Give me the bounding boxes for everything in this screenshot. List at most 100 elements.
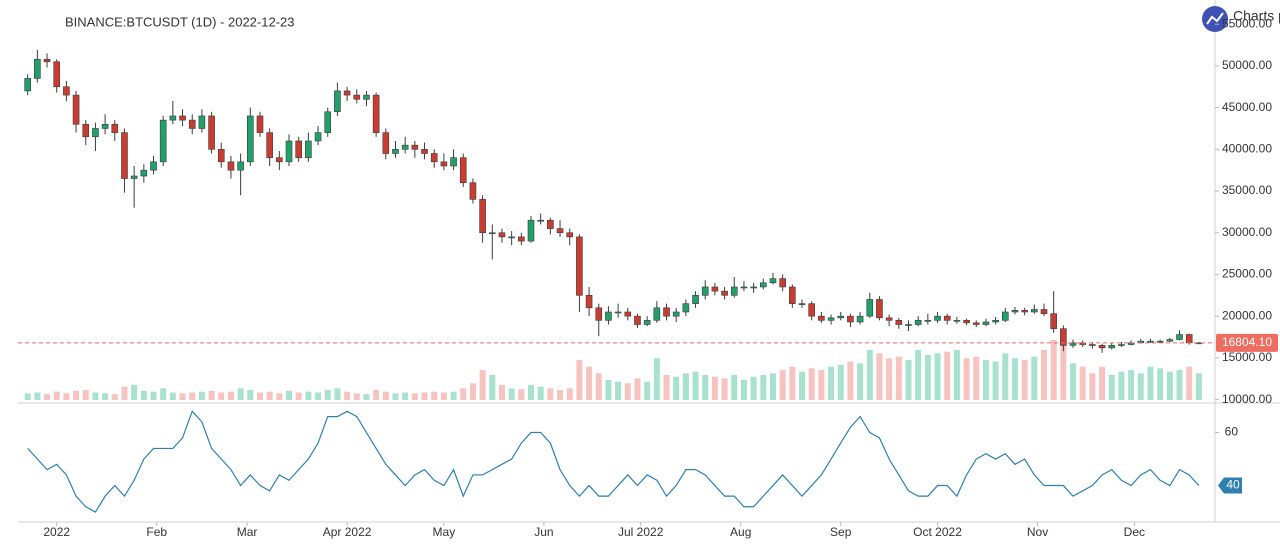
volume-bar — [402, 392, 409, 400]
candle-body — [392, 149, 399, 154]
volume-bar — [1079, 366, 1086, 400]
volume-bar — [934, 353, 941, 400]
candle-body — [701, 286, 709, 296]
watermark: Charts p — [1233, 8, 1280, 24]
candle-body — [885, 317, 893, 321]
candle-body — [92, 128, 99, 138]
candle-body — [217, 149, 225, 163]
candle-body — [266, 132, 273, 158]
candle-body — [634, 315, 641, 325]
volume-bar — [363, 394, 370, 400]
volume-bar — [1137, 373, 1144, 400]
candle-body — [740, 286, 748, 289]
volume-bar — [1157, 368, 1164, 400]
candle-body — [643, 320, 651, 325]
volume-bar — [769, 373, 776, 400]
volume-bar — [237, 388, 244, 400]
candle-body — [314, 132, 322, 142]
candle-body — [101, 123, 109, 129]
candle-body — [566, 232, 574, 238]
volume-bar — [121, 386, 128, 400]
candle-body — [179, 115, 186, 121]
candle-body — [914, 320, 922, 325]
volume-bar — [1060, 345, 1067, 400]
volume-bar — [1070, 363, 1077, 400]
x-tick-label: Aug — [730, 525, 751, 539]
volume-bar — [808, 368, 815, 400]
candle-body — [614, 311, 622, 314]
candle-body — [401, 144, 409, 150]
candle-body — [527, 219, 535, 242]
y-tick-label: 50000.00 — [1222, 58, 1272, 72]
candle-body — [63, 86, 70, 96]
candle-body — [121, 132, 128, 179]
volume-bar — [508, 388, 515, 400]
candle-body — [459, 157, 467, 183]
candle-body — [159, 119, 167, 163]
volume-bar — [779, 370, 786, 400]
volume-bar — [353, 393, 360, 400]
candle-body — [827, 317, 835, 321]
candle-body — [663, 307, 670, 317]
volume-bar — [595, 373, 602, 400]
candle-body — [982, 321, 990, 325]
candle-body — [711, 286, 719, 292]
candle-body — [943, 315, 951, 321]
y-tick-label: 10000.00 — [1222, 392, 1272, 406]
candle-body — [198, 115, 206, 129]
candle-body — [924, 320, 932, 322]
volume-bar — [102, 393, 109, 400]
volume-bar — [682, 373, 689, 400]
volume-bar — [305, 391, 312, 400]
volume-bar — [992, 361, 999, 400]
x-tick-label: Sep — [830, 525, 852, 539]
volume-bar — [527, 385, 535, 400]
volume-bar — [24, 393, 31, 400]
volume-bar — [469, 383, 476, 400]
candle-body — [1118, 344, 1125, 346]
x-tick-label: Jul 2022 — [618, 525, 664, 539]
y-tick-label: 30000.00 — [1222, 225, 1272, 239]
candle-body — [343, 90, 351, 96]
candle-body — [818, 315, 825, 321]
volume-bar — [624, 383, 631, 400]
candle-body — [779, 278, 786, 288]
volume-bar — [1128, 370, 1135, 400]
volume-bar — [169, 392, 176, 400]
volume-bar — [1099, 366, 1106, 400]
volume-bar — [537, 386, 544, 400]
volume-bar — [750, 376, 757, 400]
volume-bar — [344, 391, 351, 400]
volume-bar — [799, 371, 806, 400]
candle-body — [130, 175, 138, 179]
volume-bar — [1195, 373, 1202, 400]
candle-body — [547, 219, 554, 229]
volume-bar — [1186, 366, 1193, 400]
candle-body — [856, 315, 864, 323]
candle-body — [450, 157, 457, 167]
volume-bar — [886, 358, 893, 400]
candle-body — [169, 115, 177, 121]
volume-bar — [905, 360, 912, 400]
candle-body — [1069, 342, 1077, 346]
volume-bar — [34, 392, 41, 400]
candle-body — [334, 90, 341, 113]
candle-body — [1001, 311, 1009, 321]
volume-bar — [460, 388, 467, 400]
volume-bar — [334, 388, 341, 400]
volume-bar — [1031, 356, 1038, 400]
candle-body — [421, 149, 428, 154]
x-tick-label: Oct 2022 — [913, 525, 962, 539]
candle-body — [721, 290, 728, 296]
volume-bar — [421, 392, 428, 400]
candle-body — [1089, 344, 1096, 346]
oscillator-last-label: 40 — [1226, 478, 1240, 492]
volume-bar — [711, 376, 718, 400]
candle-body — [730, 286, 738, 296]
candle-body — [1031, 309, 1038, 313]
candle-body — [972, 322, 980, 325]
candle-body — [324, 111, 332, 133]
volume-bar — [828, 366, 835, 400]
volume-bar — [1176, 370, 1183, 400]
y-tick-label: 45000.00 — [1222, 100, 1272, 114]
